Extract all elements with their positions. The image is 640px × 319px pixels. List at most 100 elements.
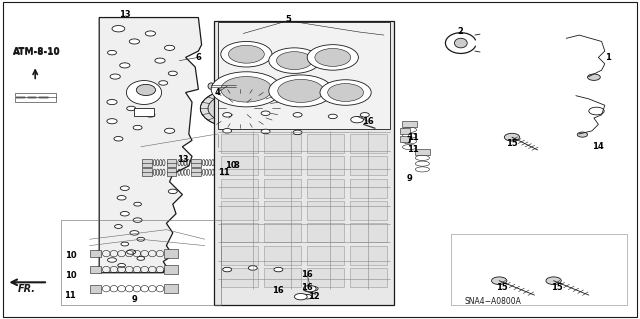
Bar (307, 201, 344, 220)
Circle shape (294, 293, 307, 300)
Circle shape (303, 294, 312, 299)
Circle shape (589, 107, 604, 115)
Bar (214, 21, 394, 305)
Circle shape (211, 72, 282, 107)
Circle shape (328, 114, 337, 119)
Circle shape (108, 50, 116, 55)
Circle shape (309, 286, 318, 291)
Bar (264, 156, 301, 175)
Text: 15: 15 (506, 139, 518, 148)
Bar (166, 168, 177, 176)
Bar (351, 134, 387, 153)
Circle shape (546, 277, 561, 285)
Bar (307, 156, 344, 175)
Circle shape (146, 113, 155, 117)
Bar (264, 223, 301, 242)
Bar (142, 168, 152, 176)
Bar (164, 265, 178, 274)
Circle shape (269, 75, 333, 107)
Circle shape (293, 113, 302, 117)
Bar (307, 223, 344, 242)
Polygon shape (99, 18, 202, 273)
Circle shape (164, 45, 175, 50)
Bar (402, 121, 417, 127)
Bar (307, 179, 344, 198)
Bar (221, 179, 258, 198)
Text: 2: 2 (458, 27, 464, 36)
Bar (166, 159, 177, 167)
Bar (90, 250, 101, 257)
Text: 10: 10 (65, 271, 76, 280)
Circle shape (320, 80, 371, 105)
Circle shape (127, 250, 136, 254)
Bar (351, 246, 387, 265)
Bar (351, 179, 387, 198)
Bar (61, 220, 221, 305)
Circle shape (588, 74, 600, 80)
Circle shape (223, 129, 232, 133)
Text: 9: 9 (132, 295, 137, 304)
Bar (415, 149, 430, 155)
Text: 5: 5 (285, 15, 291, 24)
Circle shape (492, 277, 507, 285)
Circle shape (226, 101, 254, 115)
Circle shape (504, 133, 520, 141)
Text: ATM-8-10: ATM-8-10 (13, 48, 60, 57)
Bar (90, 266, 101, 273)
Circle shape (129, 39, 140, 44)
Text: 12: 12 (308, 292, 319, 301)
Circle shape (118, 263, 125, 267)
Text: SNA4−A0800A: SNA4−A0800A (465, 297, 521, 306)
Text: 13: 13 (119, 10, 131, 19)
Circle shape (112, 26, 125, 32)
Circle shape (115, 225, 122, 228)
Circle shape (360, 113, 369, 117)
Circle shape (248, 266, 257, 270)
Circle shape (114, 137, 123, 141)
Circle shape (303, 286, 316, 292)
Text: 16: 16 (362, 117, 374, 126)
Text: 16: 16 (301, 270, 313, 279)
Bar (221, 246, 258, 265)
Circle shape (117, 196, 126, 200)
Ellipse shape (232, 83, 239, 89)
Bar (218, 22, 390, 129)
Circle shape (134, 202, 141, 206)
Bar (400, 128, 410, 134)
Circle shape (133, 218, 142, 222)
Circle shape (315, 48, 351, 66)
Circle shape (155, 58, 165, 63)
Text: 7: 7 (407, 136, 412, 145)
Text: 14: 14 (593, 142, 604, 151)
Ellipse shape (454, 38, 467, 48)
Bar (264, 246, 301, 265)
Bar (211, 83, 236, 89)
Ellipse shape (136, 84, 156, 96)
Circle shape (221, 77, 272, 102)
Text: 15: 15 (497, 283, 508, 292)
Bar (307, 134, 344, 153)
Text: 1: 1 (605, 53, 611, 62)
Text: 16: 16 (273, 286, 284, 295)
Text: FR.: FR. (18, 284, 36, 294)
Circle shape (120, 186, 129, 190)
Bar (142, 159, 152, 167)
Text: 10: 10 (225, 161, 236, 170)
Text: 15: 15 (551, 283, 563, 292)
Circle shape (274, 267, 283, 272)
Bar (451, 234, 627, 305)
Circle shape (142, 95, 152, 100)
Text: 6: 6 (195, 53, 202, 62)
Circle shape (130, 231, 139, 235)
Circle shape (145, 31, 156, 36)
Ellipse shape (127, 81, 161, 105)
Circle shape (328, 84, 364, 101)
Text: 4: 4 (214, 88, 221, 97)
Text: 10: 10 (65, 251, 76, 260)
Bar (351, 156, 387, 175)
Circle shape (200, 89, 280, 128)
Bar (221, 156, 258, 175)
Bar (164, 249, 178, 258)
Circle shape (351, 116, 364, 123)
Circle shape (120, 211, 129, 216)
